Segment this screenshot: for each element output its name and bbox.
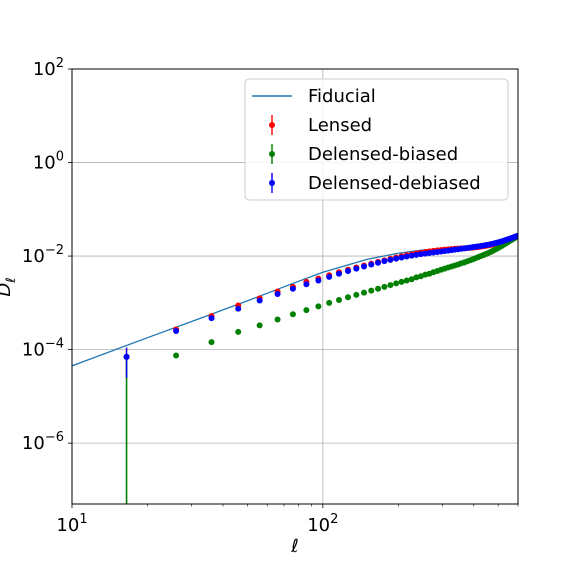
- data-point: [403, 253, 410, 260]
- legend-item: Fiducial: [252, 86, 376, 107]
- data-point: [274, 290, 281, 297]
- data-point: [326, 299, 333, 306]
- data-point: [353, 291, 360, 298]
- data-point: [514, 232, 518, 239]
- data-point: [381, 258, 388, 265]
- data-point: [387, 282, 394, 289]
- data-point: [235, 328, 242, 335]
- data-point: [361, 263, 368, 270]
- legend-swatch-marker: [269, 180, 275, 186]
- x-tick-label: 101: [56, 512, 87, 536]
- data-point: [315, 277, 322, 284]
- legend-swatch-marker: [269, 151, 275, 157]
- data-point: [326, 273, 333, 280]
- y-tick-label: 100: [33, 150, 64, 174]
- data-point: [208, 339, 215, 346]
- data-point: [303, 307, 310, 314]
- data-point: [375, 259, 382, 266]
- data-point: [256, 297, 263, 304]
- x-tick-label: 102: [307, 512, 338, 536]
- legend-label: Lensed: [308, 115, 372, 136]
- data-point: [387, 256, 394, 263]
- data-point: [361, 289, 368, 296]
- data-point: [173, 328, 180, 335]
- series-delensed-biased: [123, 233, 518, 504]
- data-point: [235, 305, 242, 312]
- data-point: [408, 276, 415, 283]
- data-point: [393, 280, 400, 287]
- data-point: [375, 285, 382, 292]
- data-point: [335, 270, 342, 277]
- legend-box: [244, 78, 509, 201]
- series-layer: [72, 232, 518, 504]
- data-point: [289, 285, 296, 292]
- data-point: [368, 261, 375, 268]
- data-point: [403, 277, 410, 284]
- data-point: [408, 252, 415, 259]
- data-point: [303, 281, 310, 288]
- data-point: [123, 353, 130, 360]
- y-tick-label: 10−4: [22, 337, 64, 361]
- data-point: [274, 316, 281, 323]
- data-point: [413, 274, 420, 281]
- data-point: [353, 265, 360, 272]
- plot-frame: [71, 68, 519, 505]
- data-point: [315, 303, 322, 310]
- data-point: [381, 283, 388, 290]
- data-point: [173, 352, 180, 359]
- ticks: 101 102 10−6 10−4 10−2 100 102: [22, 56, 519, 536]
- data-point: [344, 294, 351, 301]
- legend-label: Delensed-debiased: [308, 173, 481, 194]
- data-point: [368, 287, 375, 294]
- data-point: [289, 311, 296, 318]
- y-tick-label: 10−2: [22, 243, 64, 267]
- data-point: [413, 251, 420, 258]
- y-axis-label: Dℓ: [0, 277, 19, 296]
- data-point: [208, 315, 215, 322]
- x-axis-label: ℓ: [290, 536, 298, 557]
- legend-item: Delensed-debiased: [269, 173, 481, 194]
- legend-item: Lensed: [269, 115, 372, 136]
- data-point: [344, 267, 351, 274]
- legend-item: Delensed-biased: [269, 144, 458, 165]
- data-point: [256, 322, 263, 329]
- legend-label: Fiducial: [308, 86, 376, 107]
- legend: Fiducial Lensed Delensed-biased Delensed-de…: [244, 78, 509, 201]
- legend-swatch-marker: [269, 122, 275, 128]
- series-delensed-debiased: [123, 232, 518, 378]
- data-point: [393, 255, 400, 262]
- data-point: [335, 297, 342, 304]
- plot-area: [72, 232, 518, 504]
- y-tick-label: 10−6: [22, 430, 64, 454]
- y-tick-label: 102: [33, 56, 64, 80]
- data-point: [398, 254, 405, 261]
- data-point: [398, 278, 405, 285]
- legend-label: Delensed-biased: [308, 144, 458, 165]
